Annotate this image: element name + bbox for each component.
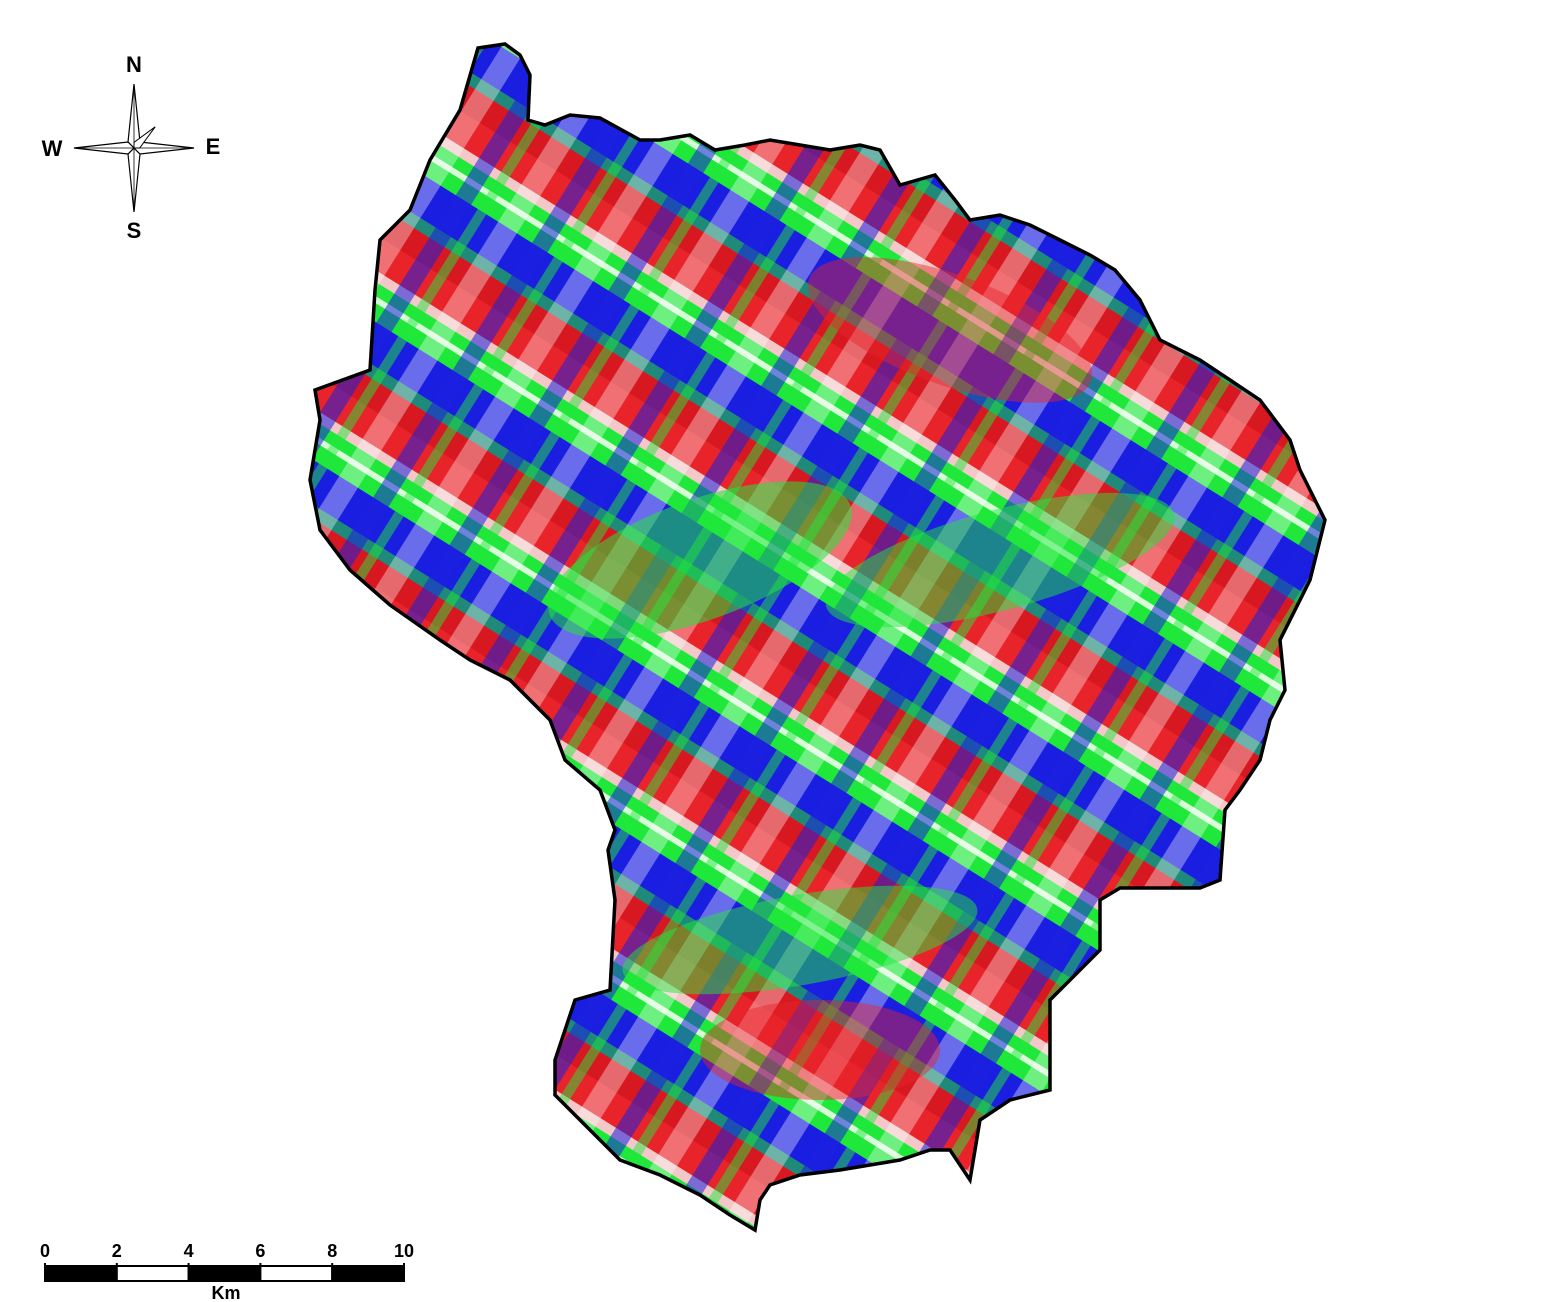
compass-rose: N S W E — [42, 52, 221, 243]
map: N S W E Km 0 2 4 6 8 10 — [0, 0, 1553, 1302]
compass-east: E — [206, 134, 221, 159]
scale-label: 4 — [184, 1241, 194, 1261]
scale-segment — [117, 1266, 189, 1281]
scale-segment — [332, 1266, 404, 1281]
scale-label: 10 — [394, 1241, 414, 1261]
scale-segment — [260, 1266, 332, 1281]
scale-label: 2 — [112, 1241, 122, 1261]
scale-unit: Km — [211, 1283, 240, 1302]
page: {"compass": {"north": "N", "south": "S",… — [0, 0, 1553, 1302]
scale-bar: Km 0 2 4 6 8 10 — [40, 1241, 414, 1302]
scale-label: 8 — [327, 1241, 337, 1261]
scale-label: 0 — [40, 1241, 50, 1261]
relief-raster — [300, 40, 1340, 1240]
compass-west: W — [42, 136, 63, 161]
scale-segment — [189, 1266, 261, 1281]
compass-south: S — [127, 218, 142, 243]
compass-north: N — [126, 52, 142, 77]
scale-label: 6 — [255, 1241, 265, 1261]
scale-segment — [45, 1266, 117, 1281]
